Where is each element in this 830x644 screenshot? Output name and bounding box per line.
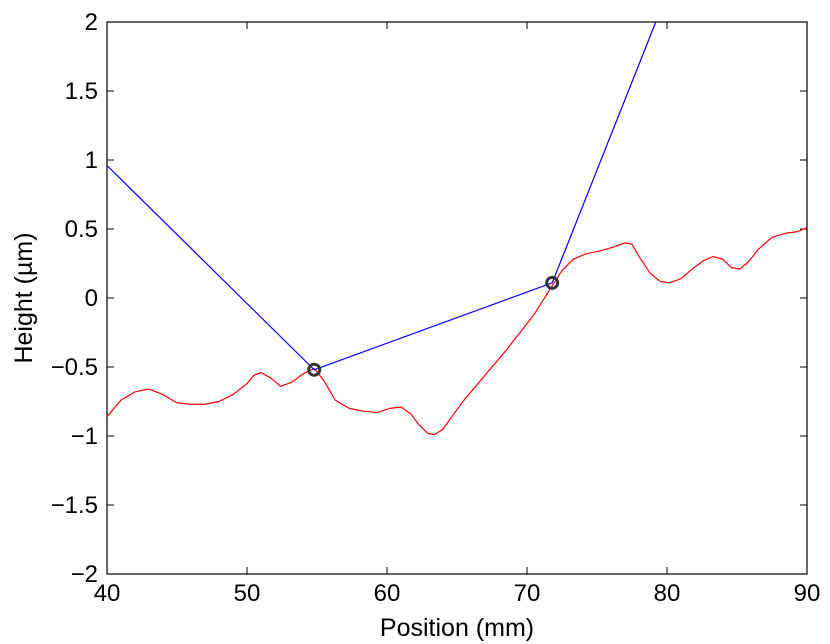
y-tick-label: −0.5 [51, 354, 98, 381]
y-tick-label: −1.5 [51, 492, 98, 519]
x-tick-label: 60 [374, 580, 401, 607]
y-tick-label: −1 [71, 423, 98, 450]
y-tick-label: 0 [85, 285, 98, 312]
y-tick-label: −2 [71, 561, 98, 588]
plot-area [106, 21, 808, 575]
y-tick-label: 1.5 [65, 78, 98, 105]
blue-segment-line [107, 22, 657, 371]
x-tick-label: 70 [514, 580, 541, 607]
x-tick-label: 80 [654, 580, 681, 607]
red-height-profile-line [107, 227, 807, 436]
circle-marker [545, 275, 560, 290]
x-tick-label: 40 [94, 580, 121, 607]
x-tick-label: 50 [234, 580, 261, 607]
y-tick-label: 0.5 [65, 216, 98, 243]
axis-ticks [106, 21, 808, 575]
series-layer [107, 22, 807, 436]
circle-marker [307, 362, 322, 377]
y-axis-label: Height (µm) [10, 232, 38, 363]
y-tick-label: 2 [85, 9, 98, 36]
axis-tick-labels: 40 50 60 70 80 90 2 1.5 1 0.5 0 −0.5 −1 −1.5 −2 [51, 9, 821, 607]
y-tick-label: 1 [85, 147, 98, 174]
x-tick-label: 90 [794, 580, 821, 607]
x-axis-label: Position (mm) [380, 614, 534, 642]
